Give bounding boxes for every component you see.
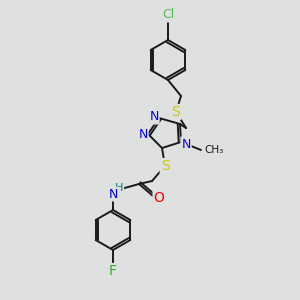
Text: S: S <box>160 159 169 173</box>
Text: Cl: Cl <box>162 8 174 22</box>
Text: N: N <box>138 128 148 142</box>
Text: N: N <box>181 137 191 151</box>
Text: CH₃: CH₃ <box>204 145 223 155</box>
Text: S: S <box>172 105 180 119</box>
Text: F: F <box>109 264 117 278</box>
Text: N: N <box>108 188 118 200</box>
Text: H: H <box>115 183 123 193</box>
Text: O: O <box>154 191 164 205</box>
Text: N: N <box>149 110 159 124</box>
